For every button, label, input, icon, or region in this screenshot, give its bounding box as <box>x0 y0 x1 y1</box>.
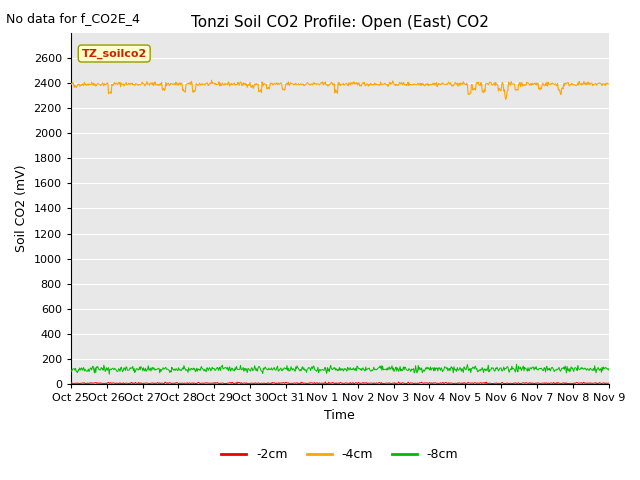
Text: No data for f_CO2E_4: No data for f_CO2E_4 <box>6 12 140 25</box>
Legend: -2cm, -4cm, -8cm: -2cm, -4cm, -8cm <box>216 443 463 466</box>
Title: Tonzi Soil CO2 Profile: Open (East) CO2: Tonzi Soil CO2 Profile: Open (East) CO2 <box>191 15 489 30</box>
Y-axis label: Soil CO2 (mV): Soil CO2 (mV) <box>15 165 28 252</box>
Text: TZ_soilco2: TZ_soilco2 <box>81 48 147 59</box>
X-axis label: Time: Time <box>324 409 355 422</box>
